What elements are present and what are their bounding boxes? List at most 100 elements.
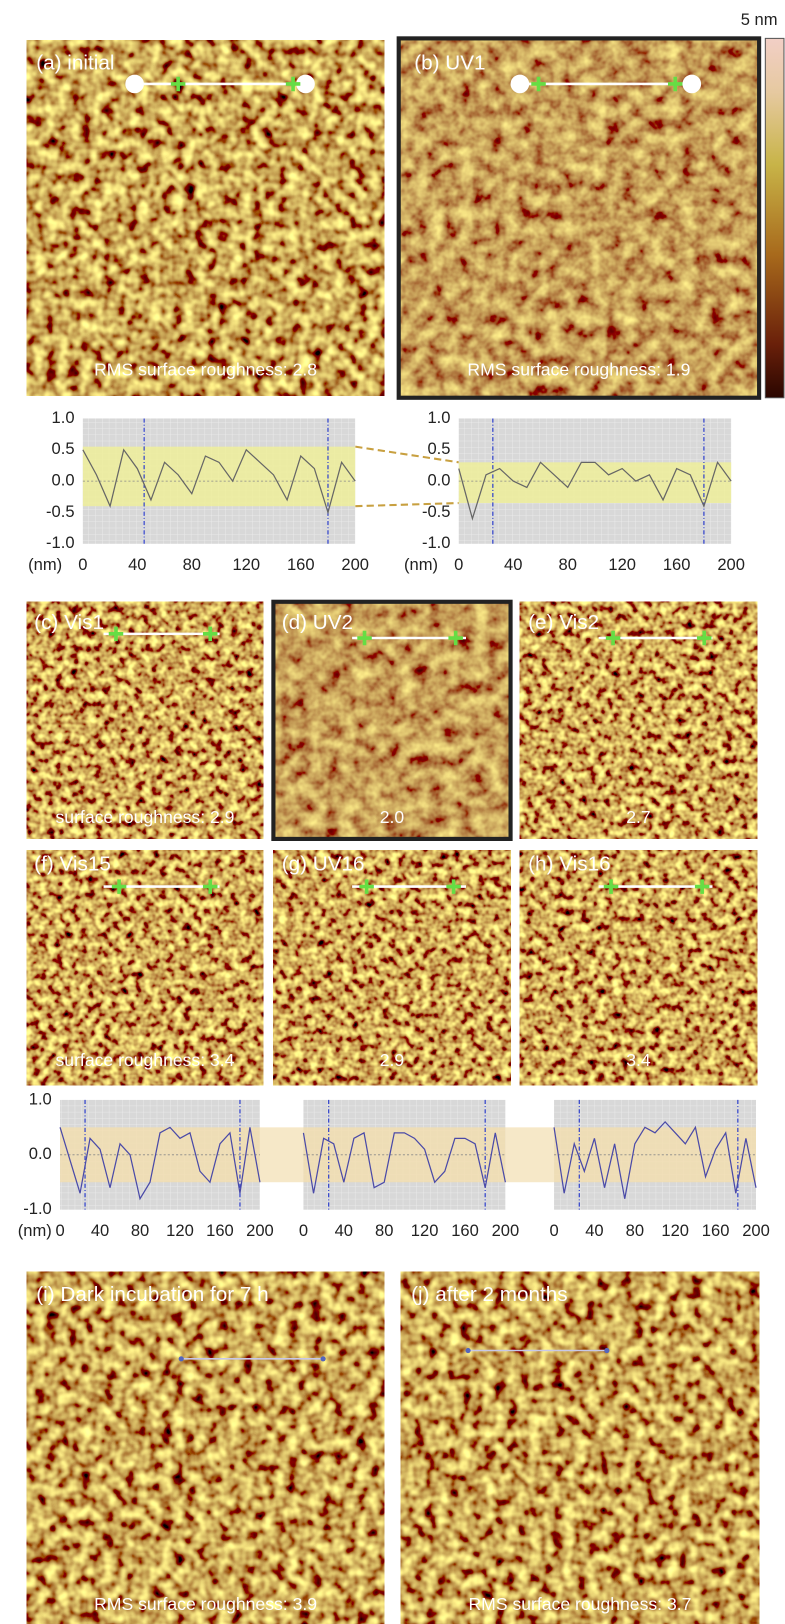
line-end — [510, 74, 530, 94]
roughness-label: RMS surface roughness: 1.9 — [467, 359, 690, 379]
x-tick-label: 200 — [717, 555, 745, 574]
x-tick-label: 80 — [183, 555, 201, 574]
y-tick-label: 0.0 — [29, 1144, 52, 1163]
afm-image — [26, 601, 264, 839]
y-tick-label: 1.0 — [52, 408, 75, 427]
x-tick-label: 200 — [341, 555, 369, 574]
roughness-label: RMS surface roughness: 3.9 — [94, 1594, 317, 1614]
roughness-label: 2.7 — [626, 807, 650, 827]
profile-curve — [302, 1131, 506, 1194]
y-tick-label: 0.5 — [52, 439, 75, 458]
x-tick-label: 40 — [128, 555, 146, 574]
y-tick-label: 1.0 — [29, 1089, 52, 1108]
y-tick-label: -0.5 — [422, 502, 451, 521]
band-connector — [355, 502, 459, 508]
panel-label: (i) Dark incubation for 7 h — [36, 1283, 268, 1306]
x-tick-label: 40 — [335, 1221, 353, 1240]
cursor-plus — [111, 879, 127, 894]
x-tick-label: 160 — [206, 1221, 234, 1240]
line-end — [320, 1356, 326, 1362]
x-tick-label: 200 — [246, 1221, 274, 1240]
x-axis-label: (nm) — [18, 1221, 52, 1240]
panel-label: (f) Vis15 — [34, 852, 111, 875]
y-tick-label: 0.5 — [427, 439, 450, 458]
afm-image — [519, 850, 758, 1086]
cursor-plus — [603, 879, 619, 894]
cursor-plus — [170, 76, 186, 92]
cursor-plus — [605, 630, 621, 646]
panel-label: (j) after 2 months — [411, 1283, 567, 1306]
y-tick-label: 1.0 — [427, 408, 450, 427]
panel-border — [396, 36, 762, 400]
panel-label: (d) UV2 — [282, 611, 353, 634]
x-tick-label: 120 — [608, 555, 636, 574]
colorbar — [764, 37, 785, 399]
x-tick-label: 80 — [559, 555, 577, 574]
x-tick-label: 0 — [78, 555, 87, 574]
profile-curve — [458, 460, 732, 521]
x-tick-label: 80 — [626, 1221, 644, 1240]
x-tick-label: 0 — [454, 555, 463, 574]
x-tick-label: 0 — [549, 1221, 558, 1240]
roughness-label: surface roughness: 3.4 — [55, 1050, 234, 1070]
x-tick-label: 160 — [451, 1221, 479, 1240]
y-tick-label: 0.0 — [427, 470, 450, 489]
roughness-label: surface roughness: 2.9 — [55, 807, 234, 827]
x-tick-label: 80 — [131, 1221, 149, 1240]
x-tick-label: 80 — [375, 1221, 393, 1240]
cursor-plus — [202, 626, 218, 642]
line-end — [465, 1347, 471, 1354]
roughness-label: 3.4 — [626, 1050, 651, 1070]
cursor-plus — [446, 879, 461, 894]
afm-image — [273, 850, 511, 1086]
x-tick-label: 120 — [411, 1221, 439, 1240]
panel-label: (c) Vis1 — [34, 611, 104, 634]
panel-border — [271, 599, 513, 841]
x-axis-label: (nm) — [404, 555, 438, 574]
afm-image — [400, 1271, 760, 1624]
x-tick-label: 40 — [585, 1221, 603, 1240]
x-tick-label: 200 — [742, 1221, 770, 1240]
panel-label: (h) Vis16 — [528, 852, 610, 875]
afm-image — [398, 38, 760, 398]
x-tick-label: 40 — [504, 555, 522, 574]
afm-image — [519, 601, 758, 839]
afm-image — [26, 40, 385, 396]
cursor-plus — [357, 630, 372, 646]
x-tick-label: 40 — [91, 1221, 109, 1240]
panel-label: (b) UV1 — [414, 52, 485, 75]
cursor-plus — [667, 76, 683, 92]
highlight-band — [458, 462, 732, 504]
roughness-label: RMS surface roughness: 2.8 — [94, 359, 317, 379]
cursor-plus — [359, 879, 374, 894]
x-tick-label: 0 — [55, 1221, 64, 1240]
x-tick-label: 120 — [166, 1221, 194, 1240]
highlight-band — [82, 446, 356, 507]
cursor-plus — [202, 879, 218, 894]
x-tick-label: 160 — [702, 1221, 730, 1240]
x-tick-label: 160 — [287, 555, 315, 574]
roughness-label: 2.0 — [380, 807, 405, 827]
colorbar-label: 5 nm — [741, 10, 778, 29]
y-tick-label: -0.5 — [46, 502, 75, 521]
band-connector — [355, 445, 459, 464]
x-tick-label: 160 — [663, 555, 691, 574]
cursor-plus — [531, 76, 546, 92]
line-end — [682, 74, 702, 94]
profile-curve — [82, 448, 356, 515]
panel-label: (a) initial — [36, 52, 114, 75]
profile-curve — [553, 1120, 757, 1199]
x-tick-label: 0 — [299, 1221, 308, 1240]
afm-image — [26, 850, 264, 1086]
x-axis-label: (nm) — [28, 555, 62, 574]
profile-curve — [59, 1126, 261, 1201]
panel-label: (e) Vis2 — [528, 611, 599, 634]
cursor-plus — [285, 76, 301, 92]
cursor-plus — [108, 626, 124, 642]
panel-label: (g) UV16 — [282, 852, 365, 875]
afm-image — [26, 1271, 385, 1624]
y-tick-label: -1.0 — [422, 533, 451, 552]
cursor-plus — [448, 630, 463, 646]
y-tick-label: -1.0 — [23, 1199, 52, 1218]
roughness-label: RMS surface roughness: 3.7 — [468, 1594, 691, 1614]
